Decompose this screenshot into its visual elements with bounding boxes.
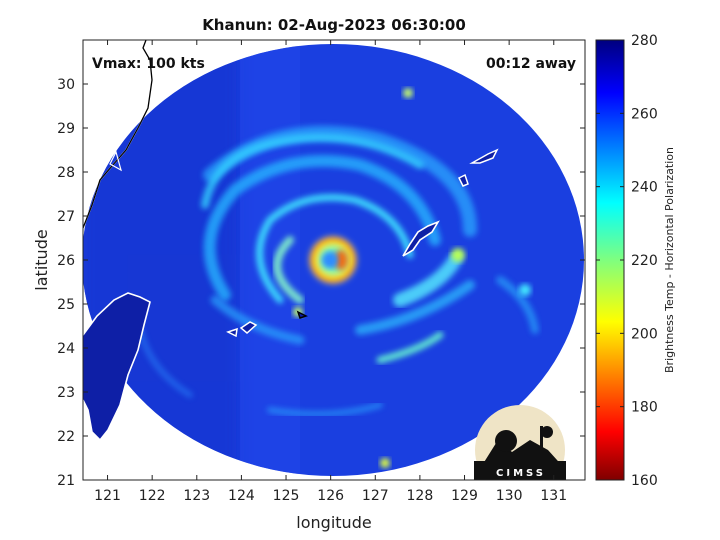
x-tick-label: 130 — [496, 488, 523, 504]
x-tick-label: 128 — [407, 488, 434, 504]
x-tick-label: 122 — [139, 488, 166, 504]
x-axis: 121 122 123 124 125 126 127 128 129 130 131 — [94, 40, 567, 504]
y-axis: 21 22 23 24 25 26 27 28 29 30 — [57, 77, 585, 489]
colorbar-ticks: 160 180 200 220 240 260 280 — [596, 33, 658, 489]
y-tick-label: 21 — [57, 473, 75, 489]
y-tick-label: 23 — [57, 385, 75, 401]
y-tick-label: 30 — [57, 77, 75, 93]
colorbar-tick-label: 200 — [631, 326, 658, 342]
y-axis-label: latitude — [32, 229, 51, 290]
convective-cell — [519, 284, 531, 296]
y-tick-label: 22 — [57, 429, 75, 445]
coastline-okinawa — [402, 220, 440, 257]
vmax-label: Vmax: 100 kts — [92, 56, 205, 72]
colorbar-tick-label: 220 — [631, 253, 658, 269]
convective-cell — [380, 458, 390, 468]
y-tick-label: 26 — [57, 253, 75, 269]
y-tick-label: 24 — [57, 341, 75, 357]
logo-text: CIMSS — [496, 468, 546, 479]
y-tick-label: 28 — [57, 165, 75, 181]
y-tick-label: 25 — [57, 297, 75, 313]
colorbar-tick-label: 280 — [631, 33, 658, 49]
x-tick-label: 125 — [273, 488, 300, 504]
x-axis-label: longitude — [296, 513, 371, 532]
y-tick-label: 29 — [57, 121, 75, 137]
x-tick-label: 129 — [451, 488, 478, 504]
time-offset-label: 00:12 away — [486, 56, 576, 72]
y-tick-label: 27 — [57, 209, 75, 225]
convective-cell — [403, 88, 413, 98]
colorbar-label: Brightness Temp - Horizontal Polarizatio… — [663, 147, 676, 373]
storm-eye — [322, 252, 338, 268]
coastlines — [83, 40, 567, 442]
colorbar-tick-label: 180 — [631, 400, 658, 416]
x-tick-label: 131 — [540, 488, 567, 504]
eyewall-hot-core — [334, 250, 348, 270]
spiral-bands — [137, 125, 539, 417]
x-tick-label: 124 — [228, 488, 255, 504]
chart-title: Khanun: 02-Aug-2023 06:30:00 — [202, 16, 466, 34]
x-tick-label: 123 — [183, 488, 210, 504]
x-tick-label: 126 — [317, 488, 344, 504]
x-tick-label: 127 — [362, 488, 389, 504]
x-tick-label: 121 — [94, 488, 121, 504]
cimss-logo: CIMSS — [474, 405, 566, 480]
colorbar-tick-label: 160 — [631, 473, 658, 489]
colorbar-tick-label: 240 — [631, 180, 658, 196]
colorbar: 160 180 200 220 240 260 280 Brightness Temp - … — [595, 33, 676, 489]
colorbar-gradient — [595, 39, 625, 481]
convective-cell — [451, 248, 465, 262]
coastline-taiwan — [83, 292, 151, 442]
colorbar-tick-label: 260 — [631, 106, 658, 122]
microwave-swath — [83, 44, 584, 476]
